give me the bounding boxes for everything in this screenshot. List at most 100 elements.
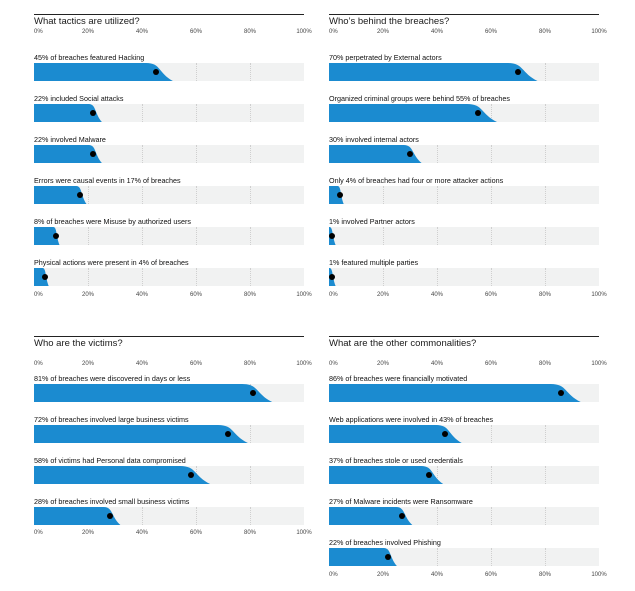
bar-label: 30% involved internal actors [329,135,419,144]
bar [329,145,422,163]
gridline [437,507,438,525]
x-tick-label-top: 40% [430,29,444,35]
gridline [491,548,492,566]
x-tick-label-bottom: 100% [591,292,607,298]
bar [34,63,173,81]
gridline [196,186,197,204]
chart-title: Who are the victims? [34,336,304,350]
x-tick-label-bottom: 60% [189,530,203,536]
bar-svg [34,186,87,204]
bar-svg [34,384,273,402]
gridline [545,425,546,443]
gridline [491,186,492,204]
gridline [142,186,143,204]
x-tick-label-top: 80% [243,361,257,367]
gridline [142,507,143,525]
gridline [196,104,197,122]
gridline [142,104,143,122]
value-marker [249,390,256,396]
gridline [250,268,251,286]
bar-label: 1% featured multiple parties [329,258,419,267]
bar-svg [34,145,102,163]
bar-svg [34,425,248,443]
bar [34,507,121,525]
bar [34,104,102,122]
bar [34,425,248,443]
gridline [491,425,492,443]
chart-panel-4: What are the other commonalities? 0% 20% 40… [329,336,607,578]
x-tick-label-bottom: 60% [484,292,498,298]
bar-svg [329,548,397,566]
value-marker [90,110,97,116]
bar [329,507,413,525]
x-tick-label-top: 0% [329,29,338,35]
value-marker [515,69,521,75]
bar-svg [329,425,462,443]
bar [34,145,102,163]
bar-label: 1% involved Partner actors [329,217,415,226]
gridline [88,268,89,286]
x-tick-label-bottom: 20% [376,572,390,578]
bar [329,548,397,566]
x-tick-label-bottom: 20% [376,292,390,298]
gridline [88,227,89,245]
gridline [545,104,546,122]
bar-track [329,466,599,484]
gridline [250,145,251,163]
gridline [196,507,197,525]
value-marker [329,233,335,239]
x-tick-label-top: 60% [189,29,203,35]
x-tick-label-bottom: 40% [135,530,149,536]
gridline [437,186,438,204]
bar-track [34,104,304,122]
x-tick-label-top: 20% [81,361,95,367]
bar-label: 27% of Malware incidents were Ransomware [329,497,473,506]
x-tick-label-top: 60% [189,361,203,367]
bar-svg [34,63,173,81]
x-tick-label-top: 40% [430,361,444,367]
bar-label: 28% of breaches involved small business … [34,497,190,506]
x-tick-label-bottom: 60% [484,572,498,578]
gridline [142,145,143,163]
gridline [437,268,438,286]
bar-track [329,186,599,204]
gridline [250,466,251,484]
gridline [491,104,492,122]
gridline [491,145,492,163]
bar-svg [329,384,581,402]
bar-label: 22% of breaches involved Phishing [329,538,441,547]
value-marker [106,513,113,519]
bar-track [329,104,599,122]
bar-track [34,425,304,443]
value-marker [187,472,194,478]
x-tick-label-top: 80% [243,29,257,35]
gridline [545,227,546,245]
x-tick-label-top: 40% [135,29,149,35]
x-tick-label-top: 100% [296,29,312,35]
x-tick-label-bottom: 100% [296,530,312,536]
gridline [88,186,89,204]
gridline [142,268,143,286]
x-tick-label-bottom: 100% [296,292,312,298]
chart-panel-3: Who are the victims? 0% 20% 40% 60% 80% 100% 81… [34,336,312,536]
bar [329,63,538,81]
bar [329,384,581,402]
chart-title: What are the other commonalities? [329,336,599,350]
x-tick-label-bottom: 80% [538,292,552,298]
x-tick-label-bottom: 20% [81,530,95,536]
gridline [250,104,251,122]
bar-label: 8% of breaches were Misuse by authorized… [34,217,192,226]
gridline [250,186,251,204]
x-tick-label-top: 40% [135,361,149,367]
bar-label: 72% of breaches involved large business … [34,415,189,424]
x-tick-label-bottom: 20% [81,292,95,298]
value-marker [385,554,392,560]
x-tick-label-top: 0% [34,361,43,367]
bar-label: 22% involved Malware [34,135,106,144]
x-tick-label-bottom: 80% [243,530,257,536]
x-tick-label-bottom: 80% [243,292,257,298]
bar-svg [329,104,497,122]
value-marker [76,192,83,198]
bar-track [329,145,599,163]
gridline [545,466,546,484]
